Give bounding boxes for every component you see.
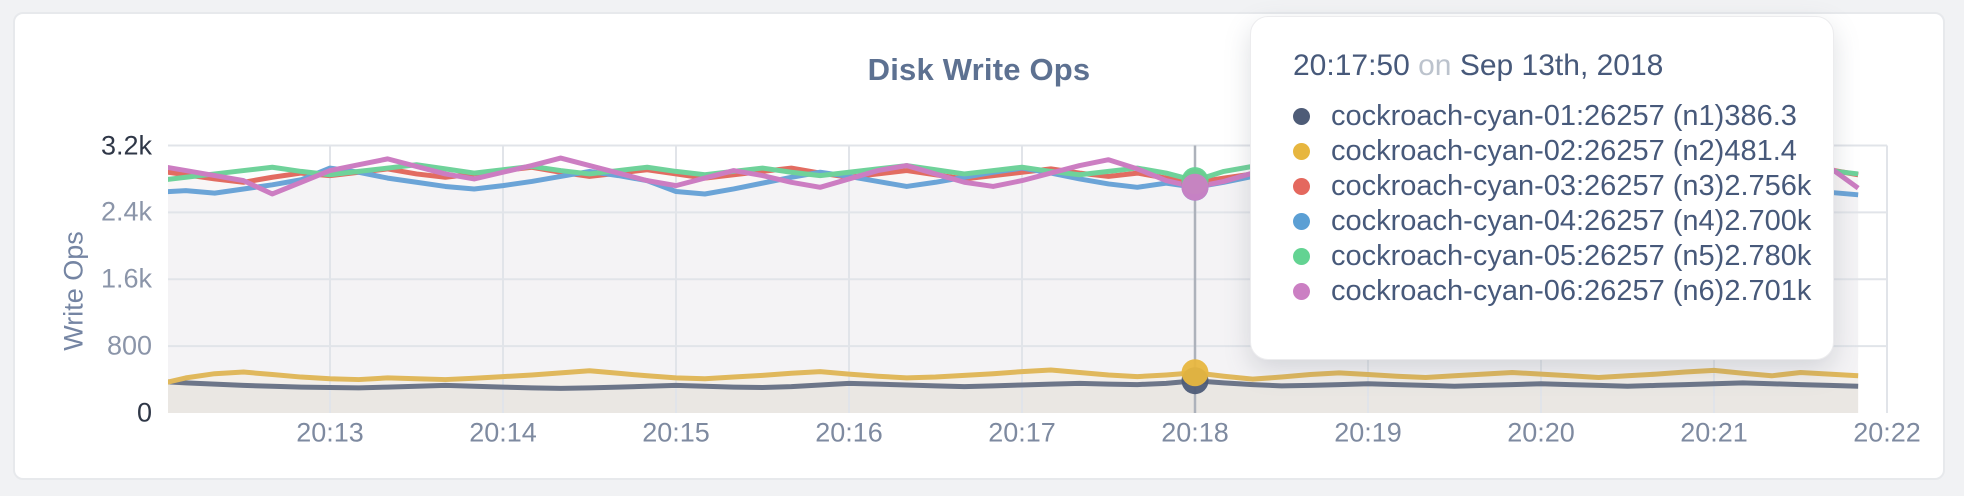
x-tick-label: 20:15 xyxy=(642,417,710,448)
y-tick-label: 2.4k xyxy=(100,196,152,227)
tooltip-series-row: cockroach-cyan-05:26257 (n5) 2.780k xyxy=(1293,239,1811,274)
chart-title: Disk Write Ops xyxy=(867,52,1091,87)
x-tick-label: 20:14 xyxy=(469,417,537,448)
y-tick-label: 800 xyxy=(106,330,152,361)
x-tick-label: 20:18 xyxy=(1161,417,1229,448)
hover-point-n6 xyxy=(1181,173,1209,201)
x-tick-label: 20:16 xyxy=(815,417,883,448)
y-tick-label: 0 xyxy=(136,397,152,428)
tooltip-series-row: cockroach-cyan-02:26257 (n2) 481.4 xyxy=(1293,134,1797,169)
series-color-dot xyxy=(1293,178,1310,195)
series-color-dot xyxy=(1293,108,1310,125)
tooltip-series-label: cockroach-cyan-05:26257 (n5) xyxy=(1331,240,1725,272)
tooltip-series-value: 386.3 xyxy=(1724,100,1797,132)
series-color-dot xyxy=(1293,213,1310,230)
y-tick-label: 1.6k xyxy=(100,263,152,294)
x-tick-label: 20:17 xyxy=(988,417,1056,448)
tooltip-series-label: cockroach-cyan-02:26257 (n2) xyxy=(1331,135,1725,167)
hover-tooltip: 20:17:50 on Sep 13th, 2018 cockroach-cya… xyxy=(1250,16,1834,360)
tooltip-series-label: cockroach-cyan-01:26257 (n1) xyxy=(1331,100,1725,132)
x-tick-label: 20:13 xyxy=(296,417,364,448)
tooltip-series-value: 2.701k xyxy=(1724,275,1812,307)
y-tick-label: 3.2k xyxy=(100,130,152,160)
tooltip-series-value: 2.780k xyxy=(1724,240,1812,272)
tooltip-date: Sep 13th, 2018 xyxy=(1459,49,1664,82)
x-tick-label: 20:19 xyxy=(1334,417,1402,448)
series-line-n2 xyxy=(168,367,1859,385)
x-tick-label: 20:20 xyxy=(1507,417,1575,448)
x-tick-label: 20:21 xyxy=(1680,417,1748,448)
series-color-dot xyxy=(1293,283,1310,300)
tooltip-series-value: 481.4 xyxy=(1724,135,1797,167)
tooltip-series-label: cockroach-cyan-06:26257 (n6) xyxy=(1331,275,1725,307)
tooltip-time: 20:17:50 xyxy=(1293,49,1410,82)
x-tick-label: 20:22 xyxy=(1853,417,1921,448)
tooltip-series-label: cockroach-cyan-04:26257 (n4) xyxy=(1331,205,1725,237)
tooltip-series-row: cockroach-cyan-03:26257 (n3) 2.756k xyxy=(1293,169,1811,204)
tooltip-conjunction: on xyxy=(1418,49,1452,82)
tooltip-series-value: 2.700k xyxy=(1724,205,1812,237)
tooltip-series-label: cockroach-cyan-03:26257 (n3) xyxy=(1331,170,1725,202)
tooltip-series-row: cockroach-cyan-06:26257 (n6) 2.701k xyxy=(1293,274,1811,309)
tooltip-series-row: cockroach-cyan-04:26257 (n4) 2.700k xyxy=(1293,204,1811,239)
tooltip-title: 20:17:50 on Sep 13th, 2018 xyxy=(1293,49,1787,83)
hover-point-n2 xyxy=(1181,359,1209,387)
tooltip-series-value: 2.756k xyxy=(1724,170,1812,202)
series-color-dot xyxy=(1293,248,1310,265)
series-area-n2 xyxy=(168,369,1859,413)
series-line-n1 xyxy=(168,378,1859,391)
series-color-dot xyxy=(1293,143,1310,160)
tooltip-series-row: cockroach-cyan-01:26257 (n1) 386.3 xyxy=(1293,99,1797,134)
